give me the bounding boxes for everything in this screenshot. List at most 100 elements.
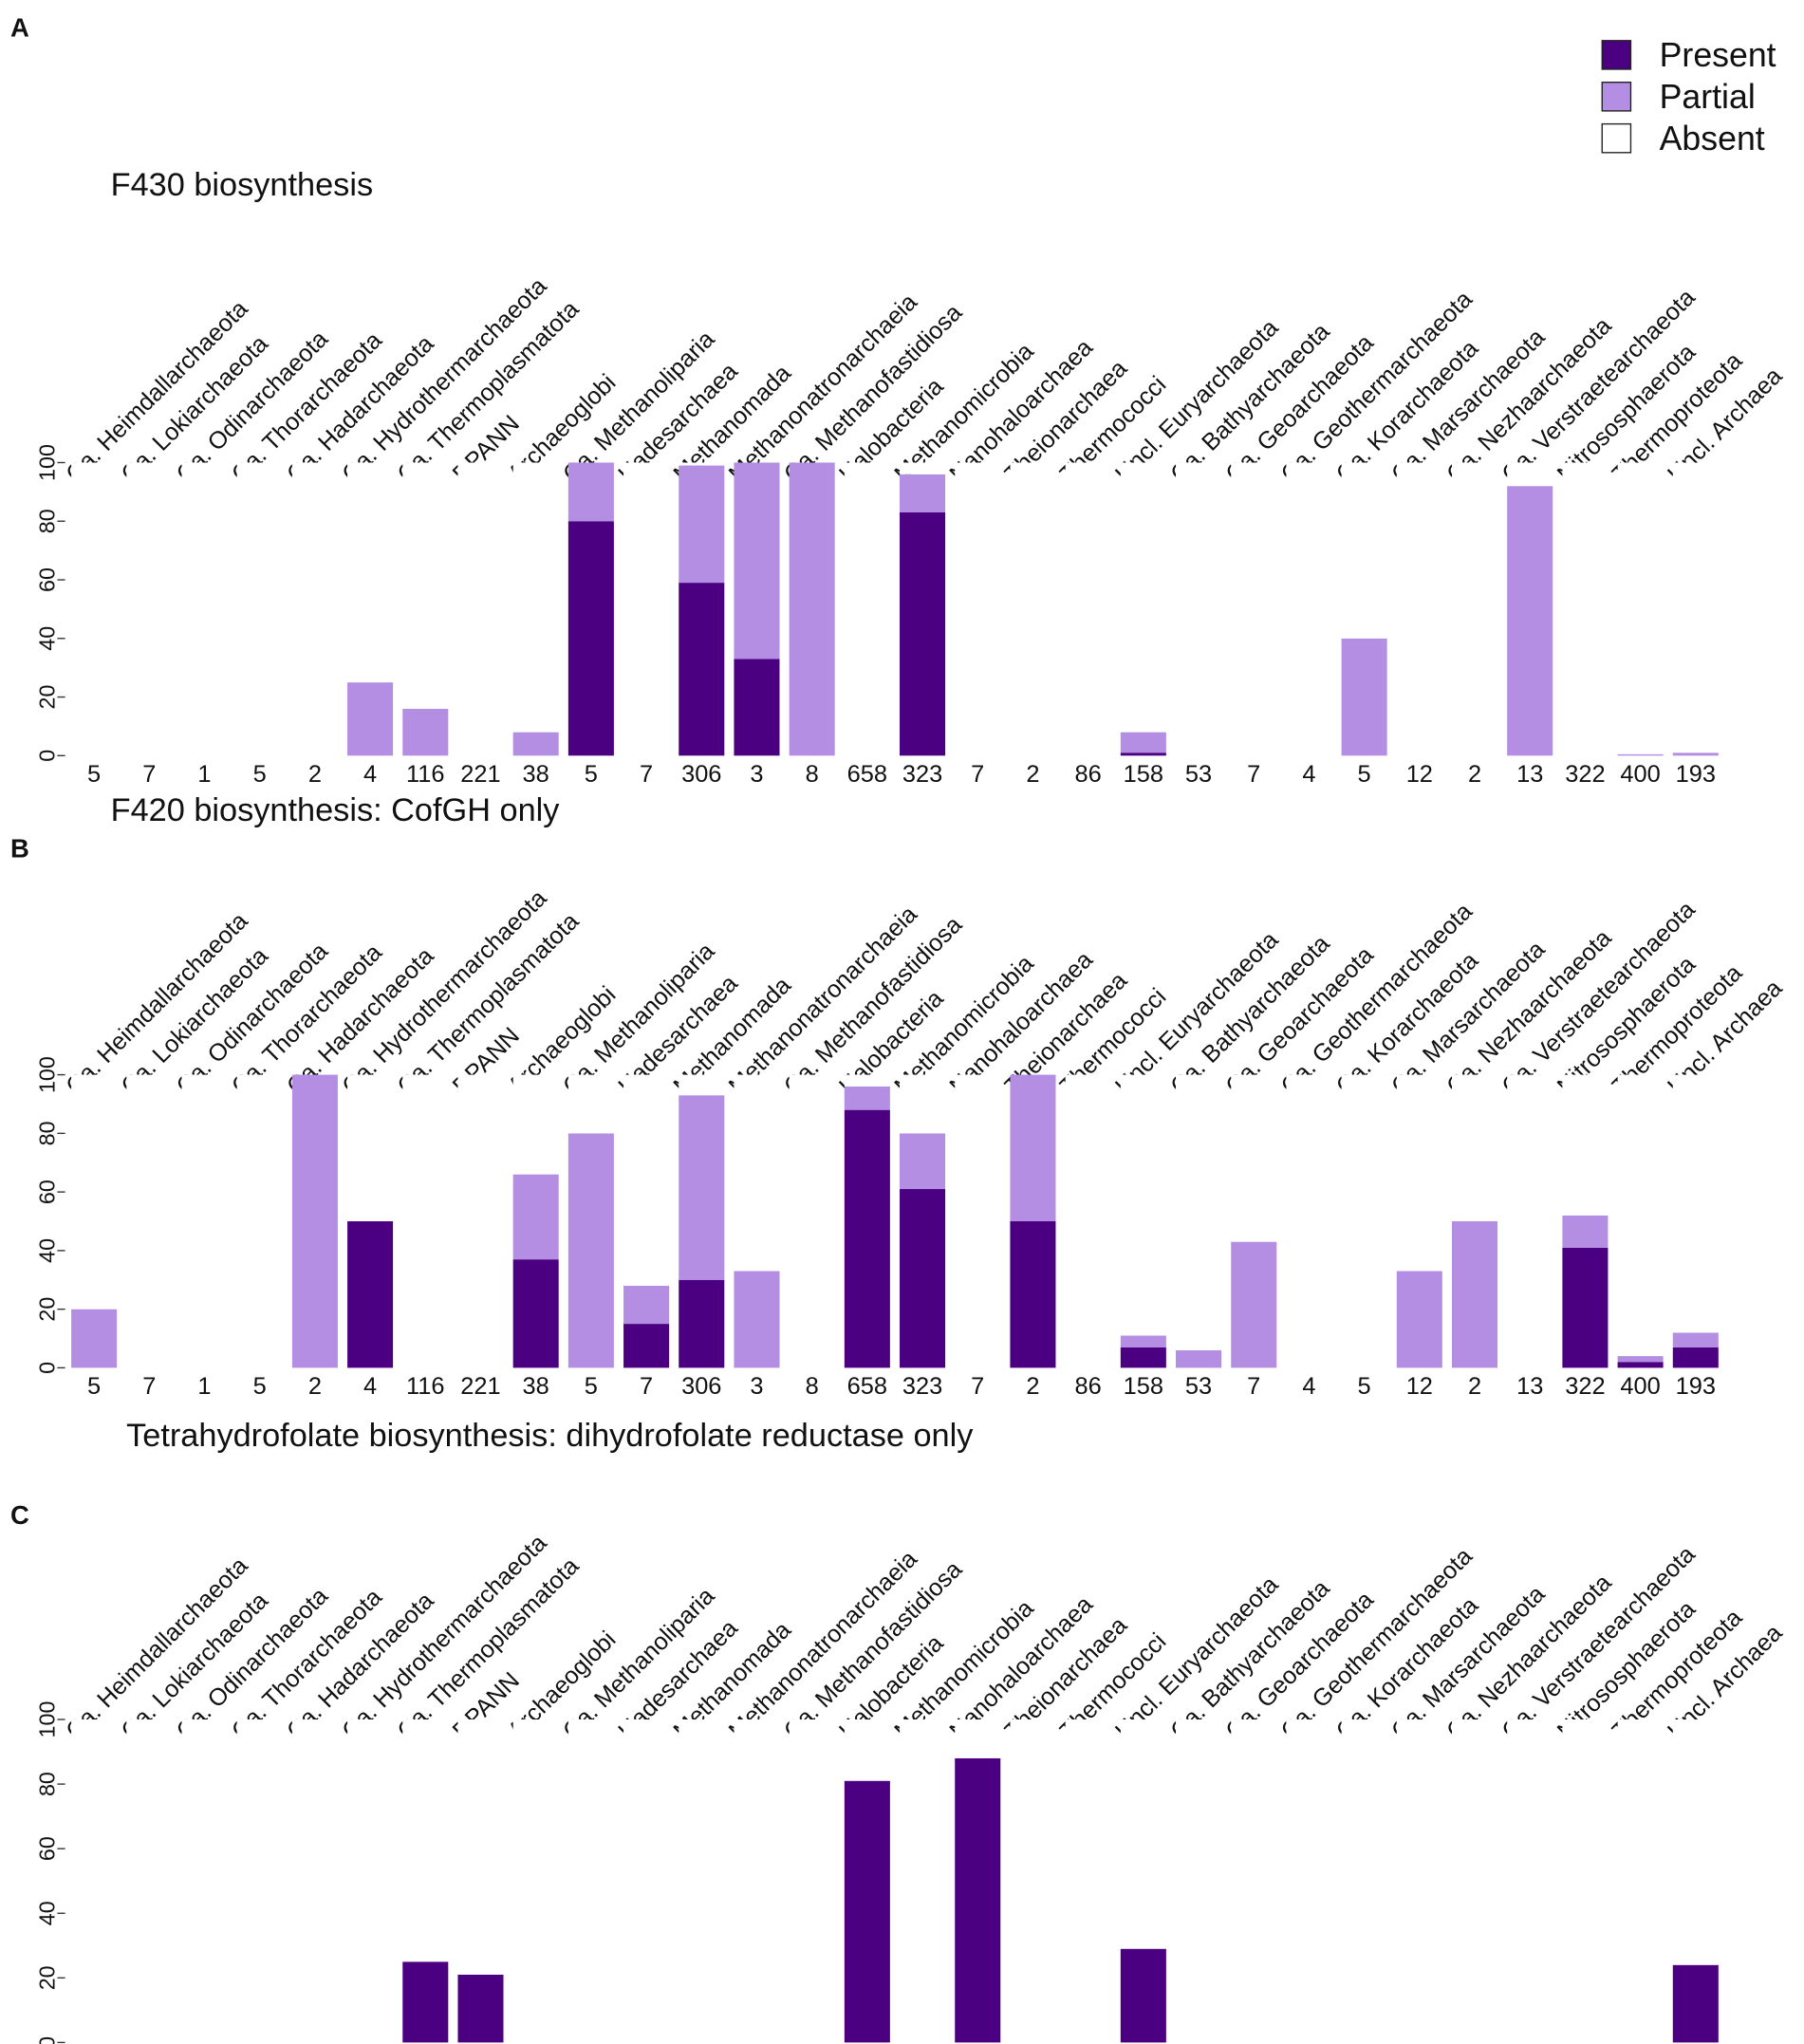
bar-segment: [900, 1074, 946, 1134]
count-label: 1: [197, 1373, 211, 1400]
count-label: 5: [585, 761, 598, 788]
count-label: 12: [1406, 1373, 1433, 1400]
legend-swatch: [1601, 40, 1632, 70]
bar-segment: [900, 1719, 946, 2043]
bar-segment: [1396, 1074, 1442, 1272]
bar-segment: [1286, 1719, 1332, 2043]
bar-segment: [71, 462, 118, 756]
bar-segment: [623, 462, 670, 756]
bar-segment: [1120, 462, 1166, 733]
bar-segment: [1507, 1074, 1553, 1368]
bar-segment: [1617, 1719, 1664, 2043]
bar-segment: [844, 1086, 890, 1110]
bar-segment: [955, 1719, 1001, 1758]
bar-segment: [1231, 462, 1277, 756]
bar-segment: [126, 462, 173, 756]
bar-segment: [1010, 1221, 1056, 1368]
bar-segment: [347, 1074, 394, 1222]
count-label: 8: [806, 761, 819, 788]
bar-segment: [1672, 1347, 1719, 1368]
count-label: 7: [971, 1373, 984, 1400]
bar-segment: [1231, 1719, 1277, 2043]
bar-segment: [623, 1719, 670, 2043]
bar-segment: [567, 1719, 614, 2043]
count-label: 7: [971, 761, 984, 788]
count-label: 4: [1302, 761, 1315, 788]
y-tick-label: 100: [35, 1056, 60, 1093]
count-label: 322: [1565, 761, 1605, 788]
bar-segment: [679, 465, 725, 584]
count-label: 5: [87, 1373, 101, 1400]
bar-segment: [844, 1109, 890, 1368]
bar-segment: [71, 1309, 118, 1368]
count-label: 2: [308, 761, 322, 788]
bar-segment: [679, 1719, 725, 2043]
bar-segment: [181, 462, 228, 756]
bar-segment: [1672, 753, 1719, 756]
bar-segment: [1120, 1335, 1166, 1347]
bar-segment: [1617, 462, 1664, 754]
count-label: 86: [1075, 761, 1102, 788]
y-tick-label: 80: [35, 1772, 60, 1796]
bar-segment: [1562, 1074, 1609, 1216]
panel-letter: B: [10, 833, 29, 863]
bar-segment: [291, 1074, 338, 1368]
bar-segment: [900, 1133, 946, 1190]
bar-segment: [1286, 1074, 1332, 1368]
bar-segment: [457, 1974, 504, 2043]
bar-segment: [1341, 1074, 1387, 1368]
bar-segment: [623, 1324, 670, 1368]
bar-segment: [1341, 638, 1387, 756]
count-label: 221: [460, 1373, 500, 1400]
count-label: 38: [523, 761, 549, 788]
bar-segment: [512, 1174, 559, 1260]
bar-segment: [844, 462, 890, 756]
bar-segment: [567, 1074, 614, 1134]
bar-segment: [291, 462, 338, 756]
count-label: 8: [806, 1373, 819, 1400]
bar-segment: [347, 1221, 394, 1368]
bar-segment: [347, 462, 394, 683]
bar-segment: [1231, 1074, 1277, 1242]
legend-label: Absent: [1660, 120, 1765, 158]
bar-segment: [955, 1757, 1001, 2043]
bar-segment: [900, 474, 946, 512]
bar-segment: [734, 1719, 780, 2043]
bar-segment: [512, 462, 559, 733]
bar-segment: [1396, 462, 1442, 756]
bar-segment: [1341, 1719, 1387, 2043]
count-label: 158: [1124, 1373, 1163, 1400]
count-label: 5: [585, 1373, 598, 1400]
bar-segment: [1286, 462, 1332, 756]
bar-segment: [1176, 462, 1222, 756]
count-label: 5: [1358, 761, 1371, 788]
y-tick-label: 0: [35, 2036, 60, 2044]
y-tick-label: 40: [35, 1901, 60, 1925]
bar-segment: [1010, 1719, 1056, 2043]
count-label: 2: [1468, 761, 1481, 788]
bar-segment: [1617, 1356, 1664, 1363]
bar-segment: [734, 462, 780, 660]
count-label: 7: [142, 761, 156, 788]
y-tick-label: 20: [35, 1965, 60, 1990]
count-label: 2: [1468, 1373, 1481, 1400]
count-label: 7: [640, 1373, 653, 1400]
y-tick-label: 100: [35, 1701, 60, 1738]
bar-segment: [1562, 1215, 1609, 1248]
count-label: 2: [1026, 761, 1039, 788]
count-label: 2: [1026, 1373, 1039, 1400]
bar-segment: [734, 1271, 780, 1368]
y-tick-label: 20: [35, 1297, 60, 1322]
bar-segment: [181, 1719, 228, 2043]
bar-segment: [1120, 753, 1166, 756]
bar-segment: [512, 1719, 559, 2043]
y-tick-label: 60: [35, 1836, 60, 1861]
bar-segment: [679, 1074, 725, 1096]
bar-segment: [1065, 1074, 1111, 1368]
count-label: 658: [847, 1373, 887, 1400]
y-tick-label: 80: [35, 509, 60, 533]
bar-segment: [1507, 462, 1553, 487]
bar-segment: [1120, 732, 1166, 753]
bar-segment: [1672, 462, 1719, 753]
bar-segment: [181, 1074, 228, 1368]
